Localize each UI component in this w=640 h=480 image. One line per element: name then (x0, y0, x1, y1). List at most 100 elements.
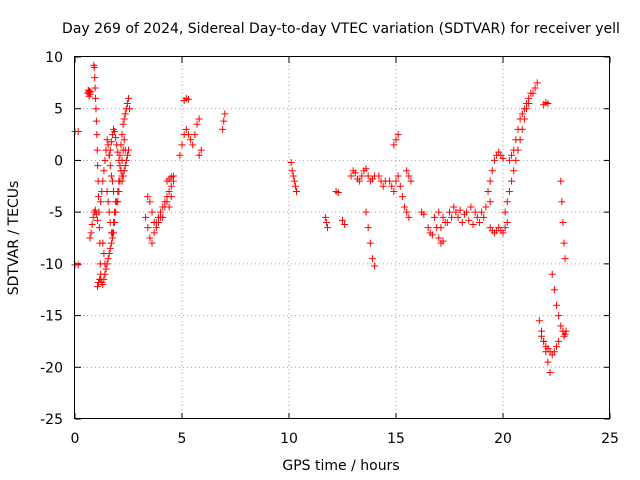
data-point (178, 141, 186, 149)
data-point (111, 127, 119, 135)
data-point (219, 125, 227, 133)
data-point (529, 89, 537, 97)
data-point (450, 203, 458, 211)
data-point (555, 312, 563, 320)
data-point (339, 216, 346, 224)
data-point (467, 203, 475, 211)
data-point (341, 221, 349, 229)
data-point (105, 250, 113, 258)
data-point (122, 156, 130, 164)
data-point (104, 141, 112, 149)
x-tick-label: 0 (71, 431, 80, 447)
data-point (544, 358, 552, 366)
data-point (351, 169, 359, 177)
data-point (220, 117, 228, 125)
data-point (390, 187, 398, 195)
data-point (74, 261, 82, 269)
x-tick-label: 10 (280, 431, 298, 447)
data-point (148, 239, 156, 247)
data-point (403, 208, 411, 216)
data-point (123, 100, 131, 108)
data-point (473, 213, 481, 221)
data-point (92, 117, 100, 125)
data-point (392, 136, 400, 144)
data-point (394, 131, 402, 139)
data-point (108, 177, 116, 185)
data-point (512, 136, 520, 144)
data-point (508, 177, 516, 185)
data-point (93, 146, 101, 154)
x-tick-label: 15 (387, 431, 405, 447)
data-point (535, 317, 543, 325)
data-point (394, 172, 402, 180)
data-points (71, 61, 570, 376)
data-point (486, 198, 494, 206)
data-point (169, 172, 177, 180)
data-point (144, 193, 152, 201)
data-point (106, 244, 114, 252)
data-point (92, 105, 100, 113)
data-point (324, 224, 332, 232)
data-point (125, 146, 132, 154)
y-tick-label: -20 (40, 360, 63, 376)
data-point (121, 162, 129, 170)
data-point (480, 213, 488, 221)
data-point (163, 193, 171, 201)
data-point (191, 131, 199, 139)
data-point (99, 281, 107, 289)
data-point (146, 234, 154, 242)
data-point (119, 120, 127, 128)
data-point (91, 84, 99, 92)
data-point (398, 193, 406, 201)
data-point (95, 224, 103, 232)
data-point (508, 151, 516, 159)
data-point (187, 136, 195, 144)
data-point (120, 167, 128, 175)
data-point (93, 283, 101, 291)
axis-ticks (74, 56, 611, 420)
data-point (87, 229, 95, 237)
data-point (165, 187, 173, 195)
data-point (97, 198, 105, 206)
data-point (119, 172, 127, 180)
data-point (362, 208, 370, 216)
data-point (561, 330, 569, 338)
y-tick-label: -5 (49, 205, 63, 221)
data-point (396, 182, 404, 190)
data-point (486, 177, 494, 185)
data-point (490, 156, 498, 164)
data-point (557, 177, 565, 185)
data-point (499, 154, 507, 162)
data-point (379, 182, 387, 190)
data-point (439, 213, 447, 221)
data-point (107, 239, 115, 247)
data-point (356, 177, 364, 185)
data-point (510, 146, 518, 154)
data-point (195, 115, 203, 123)
data-point (334, 188, 342, 196)
data-point (553, 343, 560, 351)
data-point (126, 105, 134, 113)
y-tick-label: -10 (40, 257, 63, 273)
x-axis-label: GPS time / hours (282, 458, 399, 474)
data-point (439, 237, 447, 245)
y-tick-label: 0 (54, 153, 63, 169)
data-point (484, 187, 492, 195)
data-point (424, 224, 432, 232)
data-point (101, 270, 109, 278)
data-point (100, 275, 108, 283)
data-point (366, 239, 374, 247)
data-point (469, 221, 477, 229)
data-point (182, 125, 190, 133)
data-point (154, 218, 162, 226)
data-point (148, 208, 156, 216)
data-point (93, 216, 101, 224)
data-point (347, 172, 355, 180)
y-tick-label: 10 (45, 50, 63, 66)
data-point (501, 224, 509, 232)
data-point (106, 146, 114, 154)
data-point (111, 218, 119, 226)
data-point (118, 177, 126, 185)
data-point (531, 84, 539, 92)
data-point (546, 368, 554, 376)
